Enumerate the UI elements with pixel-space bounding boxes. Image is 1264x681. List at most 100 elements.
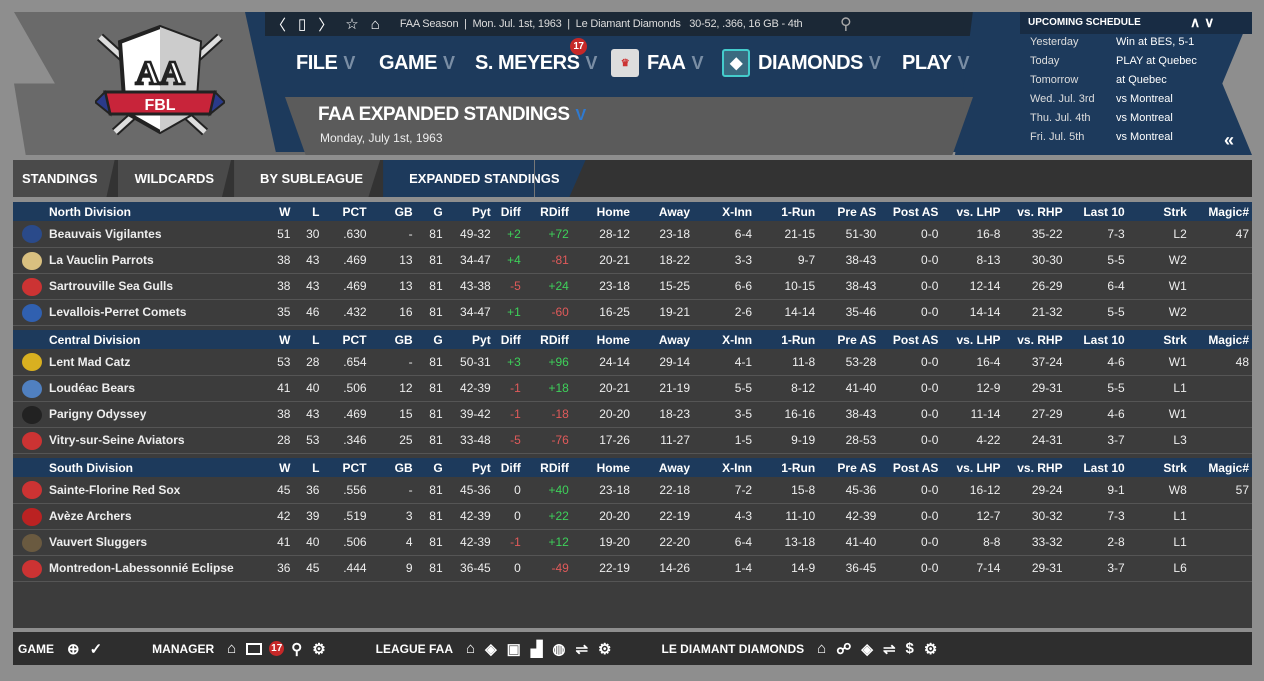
column-header[interactable]: L (293, 458, 323, 477)
team-name[interactable]: Avèze Archers (13, 503, 266, 530)
column-header[interactable]: vs. RHP (1003, 458, 1066, 477)
column-header[interactable]: G (415, 330, 446, 349)
column-header[interactable]: RDiff (523, 330, 572, 349)
search-icon[interactable]: ⚲ (840, 16, 852, 33)
column-header[interactable]: Strk (1127, 458, 1190, 477)
team-name[interactable]: Vitry-sur-Seine Aviators (13, 427, 266, 454)
team-name[interactable]: Sartrouville Sea Gulls (13, 273, 266, 300)
team-row[interactable]: Parigny Odyssey 38 43.469 15 81 39-42 -1 -18 20-… (13, 401, 1252, 428)
transactions-icon[interactable]: ⇌ (882, 640, 896, 658)
column-header[interactable]: vs. LHP (941, 330, 1004, 349)
chevron-down-icon[interactable]: ∨ (1204, 14, 1215, 30)
globe-icon[interactable]: ⊕ (67, 640, 80, 658)
column-header[interactable]: W (265, 458, 294, 477)
team-row[interactable]: Beauvais Vigilantes 51 30.630-81 49-32 +2 +72… (13, 221, 1252, 248)
baseball-icon[interactable]: ◍ (552, 640, 566, 658)
team-row[interactable]: La Vauclin Parrots 38 43.469 13 81 34-47 +4 -81… (13, 247, 1252, 274)
team-row[interactable]: Vitry-sur-Seine Aviators 28 53.346 25 81 33-4… (13, 427, 1252, 454)
tab-wildcards[interactable]: WILDCARDS (117, 160, 232, 197)
roster-icon[interactable]: ☍ (836, 640, 852, 658)
column-header[interactable]: Away (632, 202, 694, 221)
column-header[interactable]: vs. LHP (941, 458, 1004, 477)
column-header[interactable]: X-Inn (693, 458, 756, 477)
location-icon[interactable]: ◈ (861, 640, 873, 658)
column-header[interactable]: Diff (493, 330, 524, 349)
column-header[interactable]: Strk (1127, 330, 1190, 349)
column-header[interactable]: GB (369, 202, 416, 221)
team-name[interactable]: Sainte-Florine Red Sox (13, 477, 266, 504)
column-header[interactable]: Post AS (879, 458, 942, 477)
column-header[interactable]: L (293, 202, 323, 221)
menu-game[interactable]: GAME V (379, 46, 455, 80)
team-name[interactable]: Loudéac Bears (13, 375, 266, 402)
schedule-row[interactable]: Fri. Jul. 5th vs Montreal (1030, 131, 1173, 143)
column-header[interactable]: Pre AS (818, 458, 880, 477)
schedule-row[interactable]: Tomorrow at Quebec (1030, 74, 1167, 86)
column-header[interactable]: Home (571, 458, 633, 477)
column-header[interactable]: W (265, 202, 294, 221)
column-header[interactable]: Away (632, 458, 694, 477)
column-header[interactable]: Pre AS (818, 202, 880, 221)
home-icon[interactable]: ⌂ (466, 640, 476, 657)
stats-chart-icon[interactable]: ▟ (530, 640, 543, 658)
column-header[interactable]: GB (369, 330, 416, 349)
column-header[interactable]: L (293, 330, 323, 349)
chevron-down-icon[interactable]: V (575, 107, 587, 124)
team-name[interactable]: Vauvert Sluggers (13, 529, 266, 556)
column-header[interactable]: Magic# (1189, 330, 1252, 349)
location-icon[interactable]: ◈ (485, 640, 497, 658)
column-header[interactable]: X-Inn (693, 202, 756, 221)
team-row[interactable]: Sartrouville Sea Gulls 38 43.469 13 81 43-38-… (13, 273, 1252, 300)
column-header[interactable]: 1-Run (755, 202, 819, 221)
back-icon[interactable]: 〈 (271, 16, 287, 34)
column-header[interactable]: Post AS (879, 330, 942, 349)
transactions-icon[interactable]: ⇌ (575, 640, 589, 658)
gear-icon[interactable]: ⚙ (923, 640, 938, 658)
column-header[interactable]: Pyt (445, 202, 494, 221)
column-header[interactable]: Last 10 (1065, 330, 1128, 349)
column-header[interactable]: Magic# (1189, 202, 1252, 221)
column-header[interactable]: PCT (322, 458, 370, 477)
chevron-up-icon[interactable]: ∧ (1190, 14, 1201, 30)
team-name[interactable]: Montredon-Labessonnié Eclipse (13, 555, 266, 582)
column-header[interactable]: RDiff (523, 458, 572, 477)
column-header[interactable]: G (415, 202, 446, 221)
menu-play[interactable]: PLAY V (902, 46, 970, 80)
column-header[interactable]: Last 10 (1065, 458, 1128, 477)
column-header[interactable]: Pyt (445, 458, 494, 477)
column-header[interactable]: Strk (1127, 202, 1190, 221)
tab-expanded-standings[interactable]: EXPANDED STANDINGS (383, 160, 586, 197)
column-header[interactable]: Post AS (879, 202, 942, 221)
column-header[interactable]: PCT (322, 330, 370, 349)
column-header[interactable]: GB (369, 458, 416, 477)
column-header[interactable]: PCT (322, 202, 370, 221)
team-row[interactable]: Sainte-Florine Red Sox 45 36.556-81 45-36 0 +… (13, 477, 1252, 504)
column-header[interactable]: Magic# (1189, 458, 1252, 477)
menu-league[interactable]: ♛ FAA V (611, 46, 703, 80)
column-header[interactable]: vs. LHP (941, 202, 1004, 221)
column-header[interactable]: vs. RHP (1003, 330, 1066, 349)
team-row[interactable]: Avèze Archers 42 39.519 3 81 42-39 0 +22 20-20 22… (13, 503, 1252, 530)
column-header[interactable]: Home (571, 202, 633, 221)
schedule-row[interactable]: Wed. Jul. 3rd vs Montreal (1030, 93, 1173, 105)
tab-by-subleague[interactable]: BY SUBLEAGUE (234, 160, 381, 197)
menu-manager[interactable]: S. MEYERS V 17 (475, 38, 597, 80)
collapse-icon[interactable]: « (1224, 130, 1235, 150)
column-header[interactable]: G (415, 458, 446, 477)
mail-icon[interactable] (246, 642, 263, 655)
home-icon[interactable]: ⌂ (370, 15, 380, 33)
page-title[interactable]: FAA EXPANDED STANDINGS V (318, 104, 586, 126)
column-header[interactable]: Diff (493, 202, 524, 221)
column-header[interactable]: vs. RHP (1003, 202, 1066, 221)
team-row[interactable]: Vauvert Sluggers 41 40.506 4 81 42-39 -1 +12 19-… (13, 529, 1252, 556)
forward-icon[interactable]: 〉 (318, 16, 334, 34)
schedule-row[interactable]: Today PLAY at Quebec (1030, 55, 1197, 67)
team-row[interactable]: Montredon-Labessonnié Eclipse 36 45.444 9 81… (13, 555, 1252, 582)
gear-icon[interactable]: ⚙ (312, 640, 326, 658)
column-header[interactable]: Away (632, 330, 694, 349)
column-header[interactable]: RDiff (523, 202, 572, 221)
gear-icon[interactable]: ⚙ (598, 640, 612, 658)
column-header[interactable]: Home (571, 330, 633, 349)
fbl-logo[interactable]: AA FBL (95, 22, 225, 142)
tab-standings[interactable]: STANDINGS (13, 160, 115, 197)
